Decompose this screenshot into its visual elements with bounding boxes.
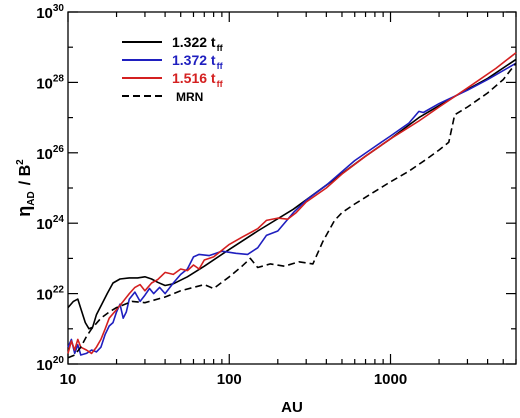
y-tick-label: 1026	[36, 144, 64, 163]
x-tick-label: 10	[60, 371, 77, 388]
series-line-1-372-t-ff	[67, 62, 517, 356]
legend-label: 1.372 tff	[172, 52, 224, 71]
y-tick-label: 1030	[36, 3, 64, 22]
legend-label: 1.516 tff	[172, 70, 224, 89]
series-lines	[67, 52, 517, 359]
legend-label: 1.322 tff	[172, 34, 224, 53]
legend-label: MRN	[176, 90, 203, 104]
y-tick-label: 1028	[36, 73, 64, 92]
y-tick-labels: 1020 1022 1024 1026 1028 1030	[36, 3, 64, 374]
y-axis-label: ηAD/ B2	[14, 159, 37, 217]
x-tick-label: 100	[217, 371, 242, 388]
series-line-mrn	[67, 62, 517, 359]
series-line-1-516-t-ff	[67, 52, 517, 355]
plot-frame	[67, 11, 517, 365]
y-tick-label: 1022	[36, 285, 64, 304]
x-axis-label: AU	[281, 399, 303, 416]
x-tick-labels: 10 100 1000	[60, 371, 408, 388]
y-tick-label: 1020	[36, 355, 64, 374]
tick-marks	[67, 11, 517, 365]
x-tick-label: 1000	[374, 371, 407, 388]
y-tick-label: 1024	[36, 214, 64, 233]
